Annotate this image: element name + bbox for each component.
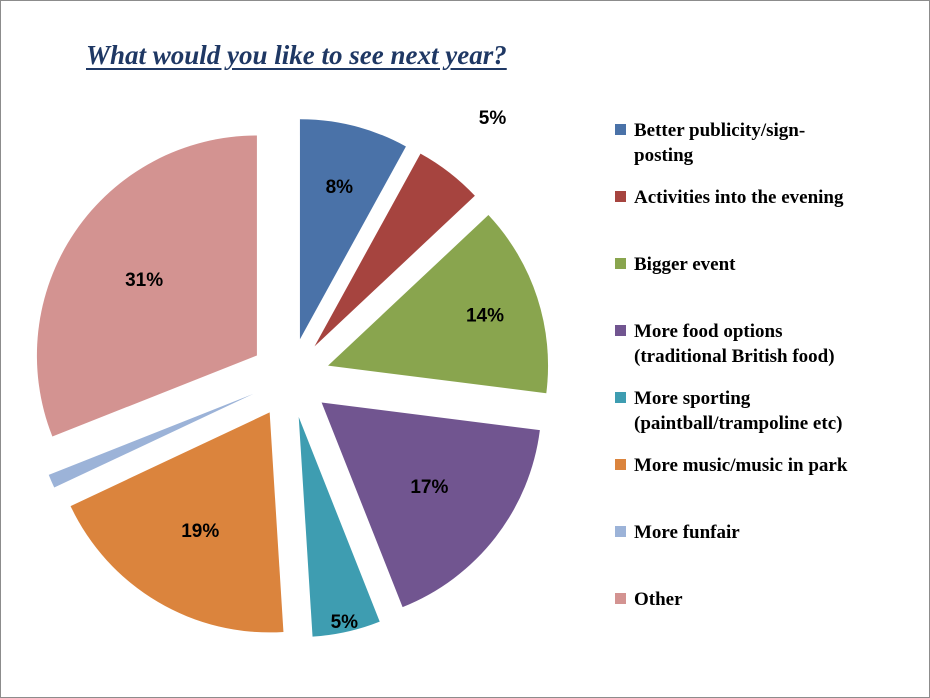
legend-label: More funfair <box>634 522 740 543</box>
legend-swatch <box>615 459 626 470</box>
slice-label-1: 8% <box>326 177 354 198</box>
pie-slice-3 <box>328 215 549 394</box>
legend-item-2: Activities into the evening <box>615 185 844 210</box>
legend-swatch <box>615 526 626 537</box>
legend-item-6: More music/music in park <box>615 453 847 478</box>
legend-label: Bigger event <box>634 254 736 275</box>
legend-label: More music/music in park <box>634 455 848 476</box>
legend-swatch <box>615 593 626 604</box>
slice-label-2: 5% <box>479 108 507 129</box>
legend-label: Activities into the evening <box>634 187 844 208</box>
legend-label: Other <box>634 589 683 610</box>
legend-label: Better publicity/sign- posting <box>634 120 806 166</box>
legend-label: More sporting (paintball/trampoline etc) <box>634 388 843 434</box>
slice-label-5: 5% <box>331 612 359 633</box>
pie-slice-1 <box>299 119 406 340</box>
chart-legend: Better publicity/sign- posting Activities… <box>615 0 925 698</box>
legend-swatch <box>615 392 626 403</box>
slice-label-8: 31% <box>125 270 163 291</box>
legend-item-5: More sporting (paintball/trampoline etc) <box>615 386 842 436</box>
legend-swatch <box>615 124 626 135</box>
legend-swatch <box>615 258 626 269</box>
legend-item-8: Other <box>615 587 683 612</box>
legend-swatch <box>615 325 626 336</box>
pie-slice-4 <box>321 402 540 608</box>
slice-label-4: 17% <box>410 477 448 498</box>
pie-slice-2 <box>314 153 475 347</box>
legend-item-1: Better publicity/sign- posting <box>615 118 805 168</box>
legend-item-7: More funfair <box>615 520 740 545</box>
legend-item-3: Bigger event <box>615 252 736 277</box>
pie-slice-5 <box>298 417 380 637</box>
slice-label-3: 14% <box>466 306 504 327</box>
legend-item-4: More food options (traditional British f… <box>615 319 835 369</box>
pie-slice-7 <box>48 393 254 488</box>
legend-swatch <box>615 191 626 202</box>
pie-slice-8 <box>36 135 257 437</box>
slice-label-6: 19% <box>181 521 219 542</box>
legend-label: More food options (traditional British f… <box>634 321 835 367</box>
pie-slice-6 <box>70 412 284 633</box>
chart-title: What would you like to see next year? <box>86 40 507 70</box>
